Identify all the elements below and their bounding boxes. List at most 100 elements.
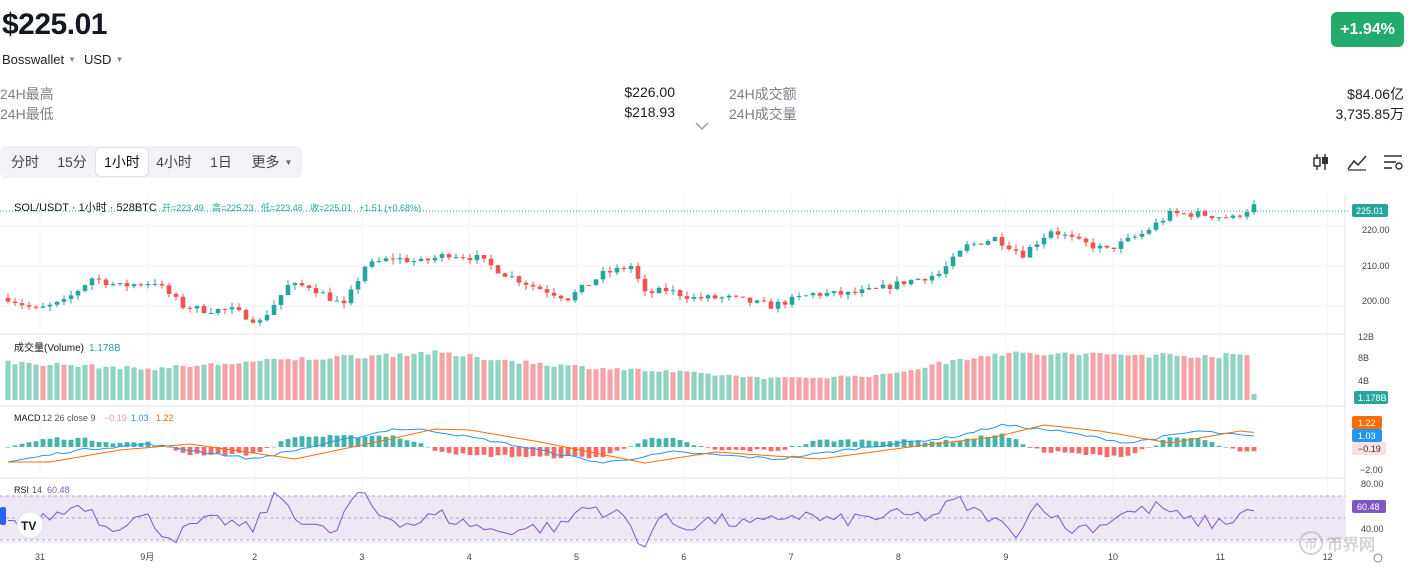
macd-histogram-bar <box>110 443 116 447</box>
macd-histogram-bar <box>61 439 67 447</box>
candle <box>320 292 326 294</box>
macd-histogram-bar <box>334 435 340 447</box>
signal-tag <box>1352 416 1382 429</box>
volume-bar <box>425 354 431 400</box>
macd-histogram-bar <box>1139 447 1145 450</box>
volume-bar <box>887 373 893 400</box>
candle <box>1160 220 1166 223</box>
candle <box>824 293 830 296</box>
exchange-label: Bosswallet <box>2 52 65 67</box>
volume-bar <box>467 354 473 400</box>
macd-histogram-bar <box>145 441 151 447</box>
tab-15m[interactable]: 15分 <box>57 154 87 170</box>
candle <box>47 304 53 307</box>
candle <box>1174 210 1180 214</box>
macd-histogram-bar <box>593 447 599 458</box>
volume-bar <box>1174 355 1180 400</box>
candle <box>467 257 473 261</box>
tradingview-logo[interactable]: TV <box>0 507 44 539</box>
time-label: 11 <box>1216 552 1225 562</box>
volume-bar <box>446 352 452 400</box>
hist-tag <box>1352 442 1386 455</box>
candle <box>915 278 921 280</box>
volume-bar <box>1076 355 1082 400</box>
macd-histogram-bar <box>880 441 886 447</box>
chevron-down-icon[interactable] <box>694 121 710 131</box>
rsi-legend: RSI <box>14 485 29 495</box>
macd-histogram-bar <box>712 447 718 450</box>
candle <box>670 290 676 292</box>
volume-bar <box>1083 353 1089 400</box>
candle <box>411 261 417 263</box>
macd-histogram-bar <box>362 436 368 447</box>
macd-histogram-bar <box>5 446 11 448</box>
volume-bar <box>306 359 312 400</box>
macd-histogram-bar <box>285 439 291 447</box>
volume-bar <box>775 377 781 400</box>
currency-selector[interactable]: USD ▼ <box>84 52 123 67</box>
legend-low: 低=223.46 <box>261 202 303 213</box>
candle <box>600 270 606 280</box>
candle <box>19 303 25 306</box>
tab-time[interactable]: 分时 <box>11 154 39 170</box>
tab-1h[interactable]: 1小时 <box>96 148 148 176</box>
volume-bar <box>327 358 333 400</box>
macd-histogram-bar <box>208 447 214 455</box>
price-chart[interactable]: SOL/USDT · 1小时 · 528BTC 开=223.49 高=225.2… <box>0 194 1408 570</box>
candle <box>439 254 445 258</box>
exchange-selector[interactable]: Bosswallet ▼ <box>2 52 76 67</box>
macd-histogram-bar <box>551 447 557 459</box>
tab-more[interactable]: 更多 ▼ <box>244 146 300 178</box>
candle <box>75 290 81 296</box>
candle <box>572 292 578 301</box>
volume-bar <box>936 361 942 400</box>
candle <box>992 236 998 242</box>
macd-histogram-bar <box>1223 446 1229 448</box>
volume-bar <box>971 358 977 400</box>
settings-sliders-icon[interactable] <box>1382 152 1404 172</box>
candle <box>726 295 732 298</box>
candle <box>943 266 949 274</box>
volume-bar <box>264 358 270 400</box>
macd-hist-value: −0.19 <box>104 413 127 423</box>
macd-histogram-bar <box>411 441 417 447</box>
tab-4h[interactable]: 4小时 <box>156 154 192 170</box>
tab-1d[interactable]: 1日 <box>210 154 232 170</box>
candle <box>684 296 690 299</box>
volume-bar <box>362 358 368 400</box>
volume-bar <box>33 364 39 400</box>
volume-bar <box>1041 355 1047 400</box>
macd-histogram-bar <box>803 444 809 447</box>
price-tick: 200.00 <box>1362 296 1390 306</box>
macd-histogram-bar <box>488 447 494 457</box>
candlestick-icon[interactable] <box>1311 152 1331 172</box>
line-chart-icon[interactable] <box>1346 152 1368 172</box>
last-price-tag <box>1352 204 1388 217</box>
macd-histogram-bar <box>901 439 907 447</box>
candle <box>33 306 39 308</box>
volume-bar <box>201 364 207 400</box>
macd-histogram-bar <box>460 447 466 454</box>
volume-bar <box>75 366 81 400</box>
macd-histogram-bar <box>789 445 795 447</box>
volume-bar <box>579 366 585 400</box>
macd-histogram-bar <box>1055 447 1061 452</box>
macd-histogram-bar <box>523 447 529 458</box>
axis-settings-icon[interactable] <box>1373 553 1383 563</box>
macd-histogram-bar <box>1013 439 1019 447</box>
volume-bar <box>1069 354 1075 400</box>
caret-down-icon: ▼ <box>284 158 293 167</box>
macd-histogram-bar <box>1125 447 1131 456</box>
volume-bar <box>824 378 830 400</box>
volume-bar <box>285 358 291 400</box>
macd-histogram-bar <box>698 446 704 447</box>
volume-bar <box>229 364 235 400</box>
macd-histogram-bar <box>397 438 403 447</box>
volume-bar <box>586 369 592 400</box>
volume-bar <box>1027 352 1033 400</box>
candle <box>271 304 277 315</box>
volume-bar <box>1111 354 1117 400</box>
volume-bar <box>145 368 151 400</box>
volume-bar <box>642 371 648 400</box>
macd-histogram-bar <box>383 436 389 447</box>
